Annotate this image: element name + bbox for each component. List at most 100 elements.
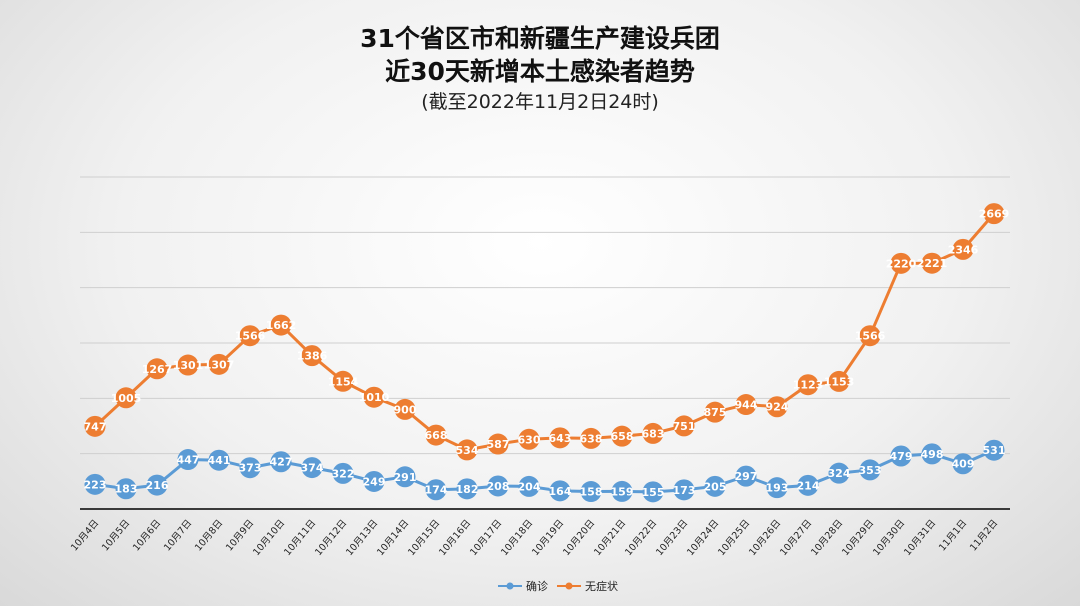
data-label: 638 (580, 432, 603, 445)
data-label: 1307 (204, 358, 235, 371)
data-label: 159 (611, 485, 634, 498)
x-tick-label: 11月2日 (968, 518, 1000, 554)
data-point (642, 481, 664, 503)
data-label: 193 (766, 482, 789, 495)
data-label: 2220 (886, 257, 917, 270)
data-point (332, 370, 354, 392)
data-label: 208 (487, 480, 510, 493)
data-label: 668 (425, 429, 448, 442)
chart-title-line1: 31个省区市和新疆生产建设兵团 (360, 24, 720, 53)
data-label: 1010 (359, 391, 390, 404)
data-label: 1153 (824, 375, 855, 388)
data-label: 2221 (917, 257, 948, 270)
data-point (115, 387, 137, 409)
data-point (766, 396, 788, 418)
data-point (363, 470, 385, 492)
data-label: 498 (921, 448, 944, 461)
data-label: 944 (735, 399, 758, 412)
data-point (859, 459, 881, 481)
data-point (859, 325, 881, 347)
data-label: 2346 (948, 243, 979, 256)
data-label: 353 (859, 464, 882, 477)
data-label: 409 (952, 458, 975, 471)
x-tick-label: 10月4日 (69, 518, 101, 554)
series-layer: 223 183 216 447 441 373 427 374 322 249 291 174 182 2… (84, 203, 1010, 503)
x-tick-label: 11月1日 (937, 518, 969, 554)
data-label: 324 (828, 467, 851, 480)
data-label: 158 (580, 486, 603, 499)
data-label: 643 (549, 432, 572, 445)
x-tick-label: 10月8日 (193, 518, 225, 554)
data-point (704, 475, 726, 497)
data-label: 658 (611, 430, 634, 443)
data-label: 291 (394, 471, 417, 484)
data-point (518, 475, 540, 497)
data-label: 479 (890, 450, 913, 463)
data-point (394, 398, 416, 420)
data-point (828, 462, 850, 484)
x-tick-labels: 10月4日10月5日10月6日10月7日10月8日10月9日10月10日10月1… (69, 518, 1000, 558)
data-point (580, 481, 602, 503)
data-point (580, 427, 602, 449)
legend-marker (565, 582, 573, 590)
data-label: 2669 (979, 208, 1010, 221)
data-point (425, 479, 447, 501)
data-point (704, 401, 726, 423)
data-label: 155 (642, 486, 665, 499)
data-point (177, 354, 199, 376)
data-label: 1154 (328, 375, 359, 388)
data-point (394, 466, 416, 488)
data-label: 534 (456, 444, 479, 457)
data-point (797, 374, 819, 396)
data-label: 630 (518, 433, 541, 446)
data-label: 447 (177, 454, 200, 467)
data-label: 297 (735, 470, 758, 483)
data-point (890, 252, 912, 274)
data-label: 587 (487, 438, 510, 451)
x-tick-label: 10月9日 (224, 518, 256, 554)
data-point (518, 428, 540, 450)
data-point (270, 314, 292, 336)
x-tick-label: 10月31日 (902, 518, 938, 558)
data-point (673, 415, 695, 437)
x-tick-label: 10月6日 (131, 518, 163, 554)
data-point (425, 424, 447, 446)
data-label: 182 (456, 483, 479, 496)
data-label: 223 (84, 478, 107, 491)
data-label: 900 (394, 403, 417, 416)
data-point (146, 474, 168, 496)
data-label: 183 (115, 483, 138, 496)
data-point (301, 345, 323, 367)
data-point (735, 394, 757, 416)
data-point (766, 477, 788, 499)
x-tick-label: 10月5日 (100, 518, 132, 554)
data-point (890, 445, 912, 467)
data-point (983, 203, 1005, 225)
chart-title-line2: 近30天新增本土感染者趋势 (385, 57, 695, 86)
data-point (549, 427, 571, 449)
data-label: 204 (518, 480, 541, 493)
legend: 确诊 无症状 (498, 579, 618, 593)
data-point (208, 449, 230, 471)
data-label: 322 (332, 467, 355, 480)
data-point (456, 439, 478, 461)
data-point (84, 415, 106, 437)
data-point (921, 443, 943, 465)
data-label: 249 (363, 475, 386, 488)
data-label: 441 (208, 454, 231, 467)
data-label: 924 (766, 401, 789, 414)
legend-label: 无症状 (585, 579, 618, 593)
data-label: 1123 (793, 379, 824, 392)
data-label: 173 (673, 484, 696, 497)
data-point (611, 480, 633, 502)
data-label: 1005 (111, 392, 142, 405)
data-label: 174 (425, 484, 448, 497)
data-label: 751 (673, 420, 696, 433)
data-point (549, 480, 571, 502)
data-point (735, 465, 757, 487)
data-point (642, 422, 664, 444)
x-tick-label: 10月7日 (162, 518, 194, 554)
data-point (208, 353, 230, 375)
